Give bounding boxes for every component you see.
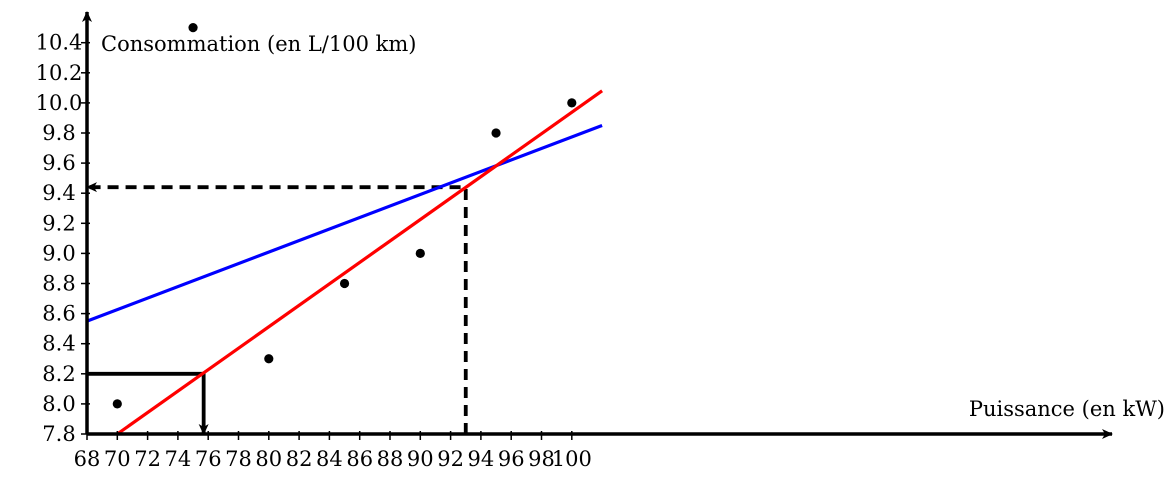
x-tick-label: 76 xyxy=(195,447,222,471)
data-point xyxy=(415,248,425,258)
x-tick-label: 92 xyxy=(437,447,464,471)
data-point xyxy=(491,128,501,138)
dashed-guide-line xyxy=(86,182,468,434)
x-tick-label: 94 xyxy=(468,447,495,471)
y-tick-label: 8.6 xyxy=(42,302,75,326)
y-tick-label: 10.0 xyxy=(36,91,83,115)
x-tick-label: 70 xyxy=(104,447,131,471)
y-tick-label: 9.6 xyxy=(42,151,75,175)
y-tick-label: 10.2 xyxy=(36,61,83,85)
y-tick-label: 10.4 xyxy=(36,31,83,55)
x-tick-label: 68 xyxy=(74,447,101,471)
guide-lines xyxy=(86,182,468,435)
data-point xyxy=(188,23,198,33)
y-tick-label: 9.2 xyxy=(42,211,75,235)
y-tick-label: 8.4 xyxy=(42,332,75,356)
x-tick-label: 72 xyxy=(134,447,161,471)
y-tick-label: 8.0 xyxy=(42,392,75,416)
axes xyxy=(82,11,1113,439)
x-tick-label: 98 xyxy=(528,447,555,471)
solid-guide-line xyxy=(87,371,209,435)
y-tick-label: 7.8 xyxy=(42,422,75,446)
data-points xyxy=(112,23,577,409)
data-point xyxy=(339,278,350,289)
x-tick-label: 86 xyxy=(346,447,373,471)
regression-lines xyxy=(86,89,604,436)
x-tick-label: 84 xyxy=(316,447,343,471)
x-tick-label: 88 xyxy=(377,447,404,471)
y-tick-label: 8.2 xyxy=(42,362,75,386)
x-tick-label: 96 xyxy=(498,447,525,471)
y-axis-title: Consommation (en L/100 km) xyxy=(101,32,416,56)
x-tick-label: 74 xyxy=(165,447,192,471)
red-regression-line xyxy=(116,89,604,436)
x-tick-label: 78 xyxy=(225,447,252,471)
y-tick-label: 9.8 xyxy=(42,121,75,145)
y-tick-label: 8.8 xyxy=(42,272,75,296)
x-tick-label: 100 xyxy=(552,447,592,471)
x-tick-label: 80 xyxy=(255,447,282,471)
blue-regression-line xyxy=(86,123,603,323)
x-tick-label: 82 xyxy=(286,447,313,471)
data-point xyxy=(567,98,577,108)
data-point xyxy=(112,399,122,409)
data-point xyxy=(264,354,274,364)
x-tick-label: 90 xyxy=(407,447,434,471)
y-tick-label: 9.0 xyxy=(42,241,75,265)
y-tick-label: 9.4 xyxy=(42,181,75,205)
x-axis-title: Puissance (en kW) xyxy=(969,397,1165,421)
